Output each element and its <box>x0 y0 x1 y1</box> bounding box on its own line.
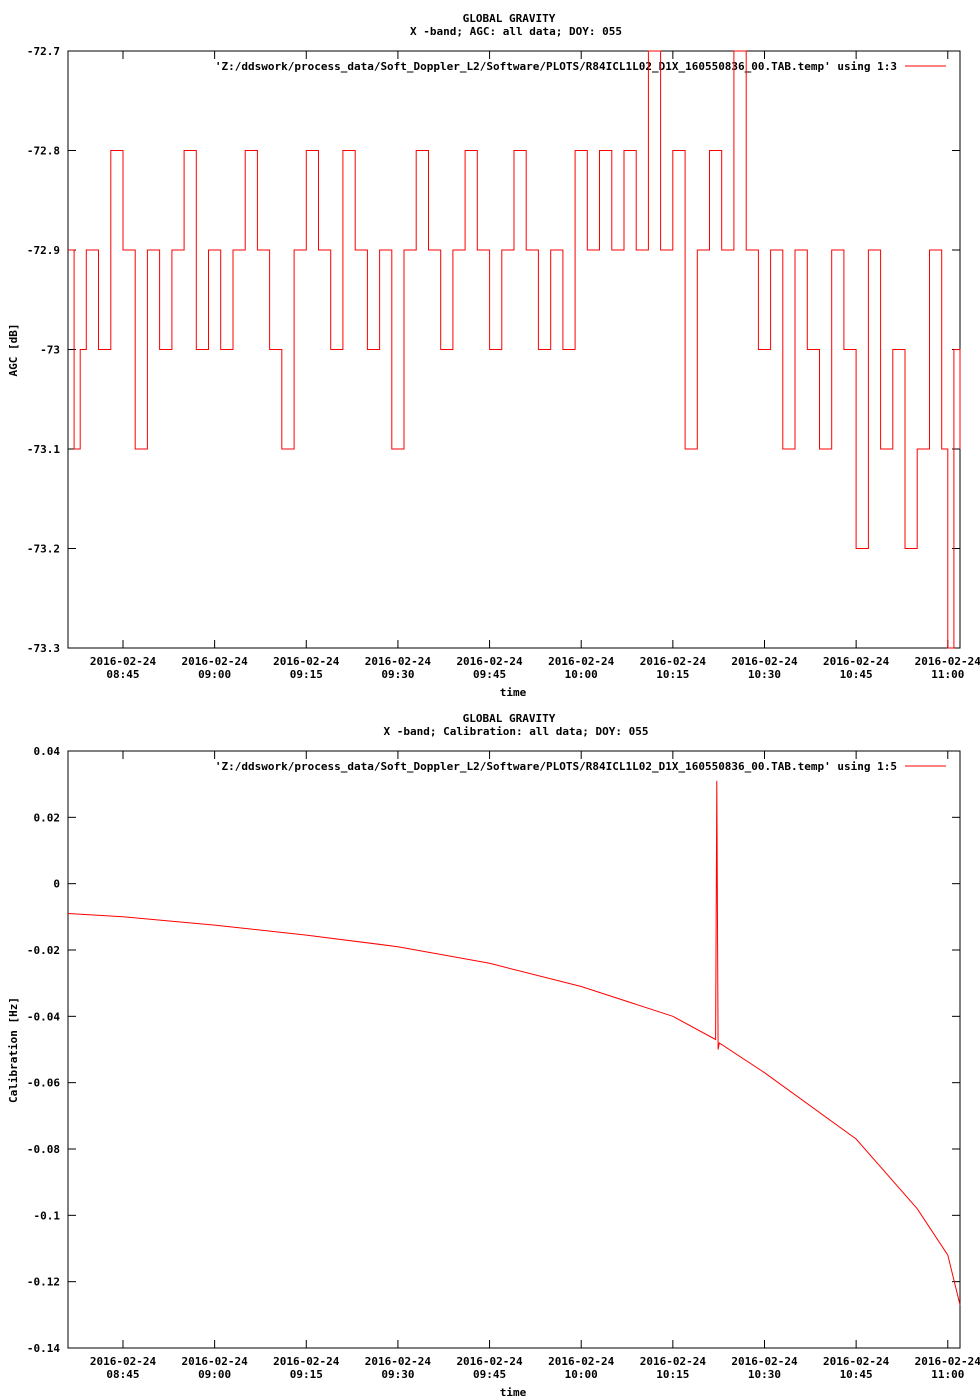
cal-xtick-date: 2016-02-24 <box>273 1355 340 1368</box>
cal-xtick-time: 09:15 <box>290 1368 323 1381</box>
agc-subtitle: X -band; AGC: all data; DOY: 055 <box>410 25 622 38</box>
cal-xtick-date: 2016-02-24 <box>915 1355 980 1368</box>
agc-xtick-time: 10:30 <box>748 668 781 681</box>
agc-xtick-date: 2016-02-24 <box>548 655 615 668</box>
cal-xtick-time: 09:00 <box>198 1368 231 1381</box>
cal-xtick-time: 10:15 <box>656 1368 689 1381</box>
agc-xtick-time: 10:15 <box>656 668 689 681</box>
agc-ytick-label: -73 <box>40 344 60 357</box>
agc-title: GLOBAL GRAVITY <box>463 12 556 25</box>
agc-ylabel: AGC [dB] <box>7 324 20 377</box>
agc-xtick-time: 11:00 <box>931 668 964 681</box>
agc-xtick-time: 09:45 <box>473 668 506 681</box>
agc-xtick-time: 09:00 <box>198 668 231 681</box>
cal-ytick-label: 0.02 <box>34 811 61 824</box>
cal-xtick-date: 2016-02-24 <box>365 1355 432 1368</box>
cal-ylabel: Calibration [Hz] <box>7 997 20 1103</box>
cal-xtick-date: 2016-02-24 <box>640 1355 707 1368</box>
cal-ytick-label: -0.12 <box>27 1276 60 1289</box>
cal-ytick-label: -0.1 <box>34 1209 61 1222</box>
agc-ytick-label: -72.7 <box>27 45 60 58</box>
agc-xtick-time: 08:45 <box>106 668 139 681</box>
cal-title: GLOBAL GRAVITY <box>463 712 556 725</box>
agc-xlabel: time <box>500 686 527 699</box>
agc-xtick-date: 2016-02-24 <box>90 655 157 668</box>
cal-xtick-time: 09:45 <box>473 1368 506 1381</box>
cal-xtick-date: 2016-02-24 <box>182 1355 249 1368</box>
agc-xtick-date: 2016-02-24 <box>365 655 432 668</box>
cal-ytick-label: 0.04 <box>34 745 61 758</box>
agc-xtick-time: 09:15 <box>290 668 323 681</box>
agc-x-axis: 2016-02-2408:452016-02-2409:002016-02-24… <box>90 51 980 681</box>
cal-ytick-label: -0.14 <box>27 1342 60 1355</box>
cal-xtick-date: 2016-02-24 <box>823 1355 890 1368</box>
cal-x-axis: 2016-02-2408:452016-02-2409:002016-02-24… <box>90 751 980 1381</box>
cal-xtick-time: 10:30 <box>748 1368 781 1381</box>
cal-ytick-label: -0.04 <box>27 1010 60 1023</box>
agc-xtick-date: 2016-02-24 <box>915 655 980 668</box>
cal-xlabel: time <box>500 1386 527 1399</box>
cal-xtick-time: 09:30 <box>381 1368 414 1381</box>
cal-xtick-time: 11:00 <box>931 1368 964 1381</box>
agc-xtick-time: 10:00 <box>565 668 598 681</box>
cal-ytick-label: 0 <box>53 878 60 891</box>
agc-ytick-label: -73.1 <box>27 443 60 456</box>
cal-xtick-time: 10:45 <box>840 1368 873 1381</box>
agc-xtick-date: 2016-02-24 <box>640 655 707 668</box>
agc-ytick-label: -72.9 <box>27 244 60 257</box>
cal-subtitle: X -band; Calibration: all data; DOY: 055 <box>384 725 649 738</box>
cal-xtick-date: 2016-02-24 <box>90 1355 157 1368</box>
agc-xtick-time: 10:45 <box>840 668 873 681</box>
agc-ytick-label: -73.3 <box>27 642 60 655</box>
agc-series-line <box>68 50 961 649</box>
cal-series-line <box>67 780 961 1306</box>
agc-xtick-date: 2016-02-24 <box>456 655 523 668</box>
agc-ytick-label: -72.8 <box>27 145 60 158</box>
cal-xtick-date: 2016-02-24 <box>548 1355 615 1368</box>
cal-ytick-label: -0.06 <box>27 1077 60 1090</box>
agc-xtick-date: 2016-02-24 <box>182 655 249 668</box>
agc-y-axis: -72.7 -72.8 -72.9 -73 -73.1 -73.2 -73.3 <box>27 45 960 655</box>
cal-xtick-date: 2016-02-24 <box>456 1355 523 1368</box>
agc-xtick-date: 2016-02-24 <box>823 655 890 668</box>
cal-legend-label: 'Z:/ddswork/process_data/Soft_Doppler_L2… <box>215 760 897 773</box>
agc-xtick-time: 09:30 <box>381 668 414 681</box>
cal-ytick-label: -0.08 <box>27 1143 60 1156</box>
agc-xtick-date: 2016-02-24 <box>731 655 798 668</box>
agc-ytick-label: -73.2 <box>27 543 60 556</box>
agc-panel: GLOBAL GRAVITY X -band; AGC: all data; D… <box>7 12 980 699</box>
cal-ytick-label: -0.02 <box>27 944 60 957</box>
agc-legend-label: 'Z:/ddswork/process_data/Soft_Doppler_L2… <box>215 60 897 73</box>
cal-xtick-time: 08:45 <box>106 1368 139 1381</box>
cal-plot-frame <box>67 750 961 1349</box>
agc-xtick-date: 2016-02-24 <box>273 655 340 668</box>
cal-xtick-time: 10:00 <box>565 1368 598 1381</box>
cal-y-axis: 0.04 0.02 0 -0.02 -0.04 -0.06 -0.08 -0.1 -0.12 -0… <box>27 745 960 1355</box>
calibration-panel: GLOBAL GRAVITY X -band; Calibration: all… <box>7 712 980 1399</box>
cal-xtick-date: 2016-02-24 <box>731 1355 798 1368</box>
